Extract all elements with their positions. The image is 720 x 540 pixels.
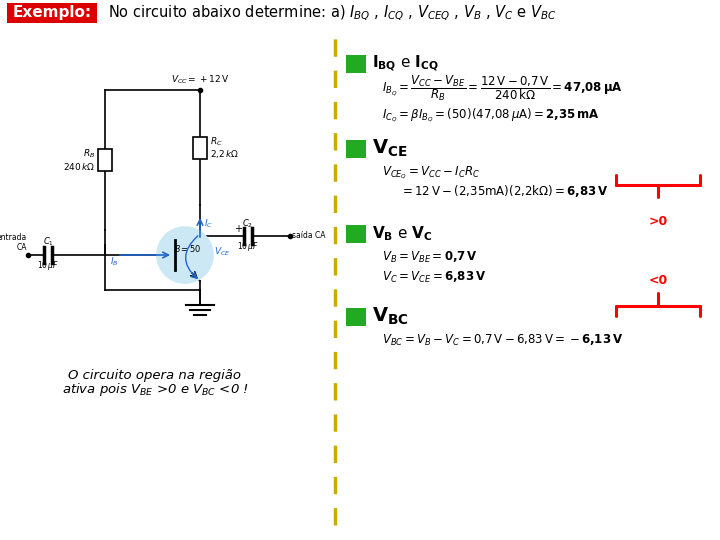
Text: $I_{B_Q} = \dfrac{V_{CC} - V_{BE}}{R_B} = \dfrac{12\,\mathrm{V} - 0{,}7\,\mathrm: $I_{B_Q} = \dfrac{V_{CC} - V_{BE}}{R_B} … [382,73,623,103]
Text: $240\,k\Omega$: $240\,k\Omega$ [63,160,95,172]
Text: $V_{CE_Q} = V_{CC} - I_C R_C$: $V_{CE_Q} = V_{CC} - I_C R_C$ [382,165,480,181]
Bar [98,149,112,171]
Text: Exemplo:: Exemplo: [12,5,91,21]
FancyBboxPatch shape [346,140,366,158]
FancyBboxPatch shape [7,3,97,23]
Text: $V_{CE}$: $V_{CE}$ [214,246,230,259]
Text: O circuito opera na região: O circuito opera na região [68,368,241,381]
Text: $R_C$: $R_C$ [210,135,222,148]
Text: $V_{BC} = V_B - V_C = 0{,}7\,\mathrm{V} - 6{,}83\,\mathrm{V} = -\mathbf{6{,}13\,: $V_{BC} = V_B - V_C = 0{,}7\,\mathrm{V} … [382,333,623,348]
Text: saída CA: saída CA [292,232,325,240]
Text: $10\,\mu F$: $10\,\mu F$ [37,259,59,272]
Text: ativa pois $V_{BE}$ >0 e $V_{BC}$ <0 !: ativa pois $V_{BE}$ >0 e $V_{BC}$ <0 ! [61,381,248,399]
Bar [193,137,207,159]
Text: $10\,\mu F$: $10\,\mu F$ [237,240,259,253]
Text: $V_B = V_{BE} = \mathbf{0{,}7\,V}$: $V_B = V_{BE} = \mathbf{0{,}7\,V}$ [382,249,478,265]
Circle shape [157,227,213,283]
Text: $I_C$: $I_C$ [204,218,213,231]
Text: entrada
CA: entrada CA [0,233,27,252]
Text: $C_2$: $C_2$ [243,217,253,230]
Text: $R_B$: $R_B$ [83,148,95,160]
Text: No circuito abaixo determine: a) $I_{BQ}$ , $I_{CQ}$ , $V_{CEQ}$ , $V_B$ , $V_C$: No circuito abaixo determine: a) $I_{BQ}… [108,3,557,23]
Text: $2{,}2\,k\Omega$: $2{,}2\,k\Omega$ [210,147,240,159]
Text: $\mathbf{I_{BQ}}$ e $\mathbf{I_{CQ}}$: $\mathbf{I_{BQ}}$ e $\mathbf{I_{CQ}}$ [372,54,438,74]
Text: $= 12\,\mathrm{V} - (2{,}35\mathrm{mA})(2{,}2\mathrm{k}\Omega) = \mathbf{6{,}83\: $= 12\,\mathrm{V} - (2{,}35\mathrm{mA})(… [400,183,608,199]
Text: $\mathbf{V_B}$ e $\mathbf{V_C}$: $\mathbf{V_B}$ e $\mathbf{V_C}$ [372,225,433,244]
Text: $I_B$: $I_B$ [110,256,119,268]
Text: $\mathbf{V_{BC}}$: $\mathbf{V_{BC}}$ [372,305,409,327]
Text: $\beta = 50$: $\beta = 50$ [174,244,202,256]
Text: >0: >0 [649,215,667,228]
Text: <0: <0 [649,274,667,287]
Text: $\mathbf{V_{CE}}$: $\mathbf{V_{CE}}$ [372,137,408,159]
FancyBboxPatch shape [346,225,366,243]
Text: $C_1$: $C_1$ [42,236,53,248]
Text: +: + [234,224,242,234]
Text: $V_C = V_{CE} = \mathbf{6{,}83\,V}$: $V_C = V_{CE} = \mathbf{6{,}83\,V}$ [382,269,486,285]
Text: $V_{CC} = +12\,\mathrm{V}$: $V_{CC} = +12\,\mathrm{V}$ [171,73,229,86]
FancyBboxPatch shape [346,308,366,326]
Text: $I_{C_Q} = \beta I_{B_Q} = (50)(47{,}08\,\mu\mathrm{A}) = \mathbf{2{,}35\,mA}$: $I_{C_Q} = \beta I_{B_Q} = (50)(47{,}08\… [382,106,600,124]
FancyBboxPatch shape [346,55,366,73]
